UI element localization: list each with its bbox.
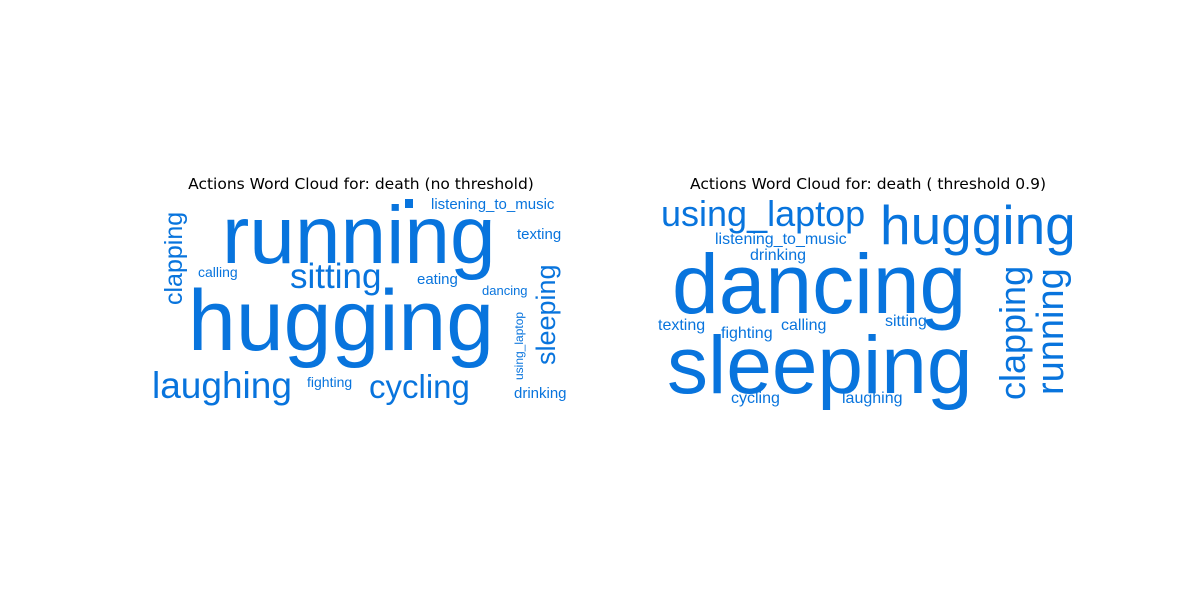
- word-laughing: laughing: [842, 390, 903, 407]
- word-clapping: clapping: [992, 266, 1033, 400]
- word-calling: calling: [781, 317, 826, 334]
- word-calling: calling: [198, 264, 238, 280]
- word-running: running: [222, 190, 496, 281]
- word-using-laptop: using_laptop: [661, 193, 865, 234]
- word-listening-to-music: listening_to_music: [431, 196, 555, 213]
- word-hugging: hugging: [880, 194, 1076, 256]
- word-fragment-mark: [405, 199, 413, 208]
- word-laughing: laughing: [152, 365, 292, 406]
- word-fighting: fighting: [307, 374, 352, 390]
- word-dancing: dancing: [672, 237, 966, 331]
- word-texting: texting: [658, 317, 705, 334]
- panel-title-left: Actions Word Cloud for: death (no thresh…: [188, 175, 534, 193]
- word-drinking: drinking: [514, 385, 567, 402]
- word-sitting: sitting: [885, 313, 927, 330]
- word-texting: texting: [517, 226, 561, 243]
- word-cycling: cycling: [731, 390, 780, 407]
- word-clapping: clapping: [160, 212, 188, 305]
- word-listening-to-music: listening_to_music: [715, 231, 847, 248]
- word-using-laptop: using_laptop: [512, 312, 526, 380]
- word-eating: eating: [417, 271, 458, 288]
- word-sleeping: sleeping: [531, 264, 561, 365]
- panel-title-right: Actions Word Cloud for: death ( threshol…: [690, 175, 1046, 193]
- word-sleeping: sleeping: [667, 320, 972, 411]
- word-hugging: hugging: [188, 273, 494, 369]
- word-dancing: dancing: [482, 283, 528, 298]
- word-running: running: [1030, 268, 1072, 395]
- word-cycling: cycling: [369, 368, 470, 405]
- word-sitting: sitting: [290, 257, 381, 296]
- word-fighting: fighting: [721, 325, 773, 342]
- word-drinking: drinking: [750, 247, 806, 264]
